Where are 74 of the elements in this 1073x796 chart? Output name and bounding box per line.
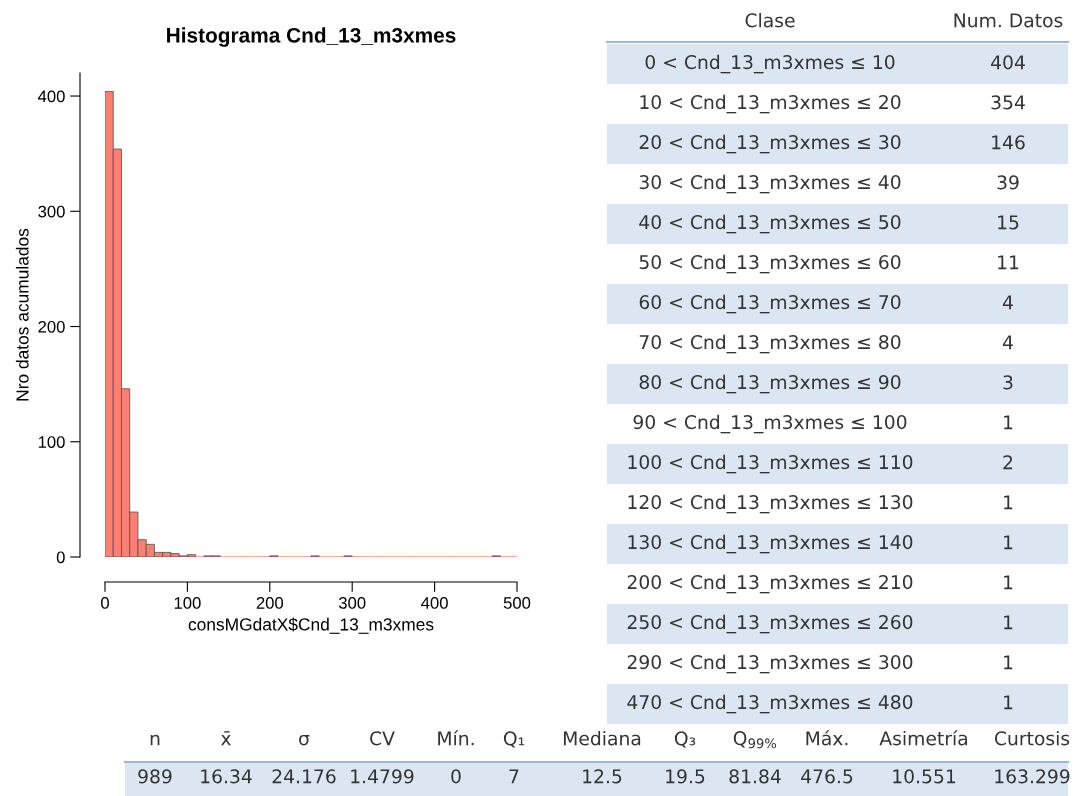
text: 404 <box>991 55 1025 70</box>
text: σ <box>299 734 310 746</box>
text: 476.5 <box>801 769 853 784</box>
chart-title: Histograma Cnd_13_m3xmes <box>167 27 456 47</box>
text: 20 < Cnd_13_m3xmes ≤ 30 <box>639 134 901 154</box>
text: 1 <box>1004 535 1013 550</box>
text: 50 < Cnd_13_m3xmes ≤ 60 <box>639 254 901 274</box>
text: 30 < Cnd_13_m3xmes ≤ 40 <box>639 174 901 194</box>
text: 1 <box>1004 695 1013 710</box>
text: 163.299 <box>995 769 1070 784</box>
text: Curtosis <box>994 730 1070 746</box>
text: Q$_{99%}$ <box>733 731 777 749</box>
text: 354 <box>991 95 1025 110</box>
text: 39 <box>997 175 1019 190</box>
text: 15 <box>998 215 1019 230</box>
text: 1 <box>1004 615 1013 630</box>
x-tick-label: 400 <box>421 597 448 609</box>
text: Clase <box>745 12 795 28</box>
y-tick-label: 200 <box>38 320 65 333</box>
y-tick-label: 300 <box>38 205 65 218</box>
text: 290 < Cnd_13_m3xmes ≤ 300 <box>627 654 913 674</box>
text: 24.176 <box>272 769 336 784</box>
y-axis-title: Nro datos acumulados <box>15 228 29 401</box>
text: 7 <box>509 769 519 784</box>
text: 60 < Cnd_13_m3xmes ≤ 70 <box>639 294 901 314</box>
text: 19.5 <box>666 769 705 784</box>
text: 200 < Cnd_13_m3xmes ≤ 210 <box>627 574 913 594</box>
text: CV <box>370 731 395 746</box>
text: 12.5 <box>583 769 622 784</box>
text: n <box>150 734 160 746</box>
text: 0 <box>451 769 461 784</box>
text: 2 <box>1003 455 1013 470</box>
text: 470 < Cnd_13_m3xmes ≤ 480 <box>627 694 913 714</box>
text: Mediana <box>563 730 641 746</box>
text: 1 <box>1004 415 1013 430</box>
text: Num. Datos <box>954 13 1063 28</box>
text: 1 <box>1004 495 1013 510</box>
x-tick-label: 200 <box>256 597 284 609</box>
text: 16.34 <box>201 769 252 784</box>
text: 1 <box>1004 575 1013 590</box>
text: 40 < Cnd_13_m3xmes ≤ 50 <box>639 214 901 234</box>
y-tick-label: 400 <box>37 90 65 103</box>
y-tick-label: 100 <box>38 436 65 448</box>
text: x̄ <box>220 731 231 746</box>
text: 70 < Cnd_13_m3xmes ≤ 80 <box>639 334 901 354</box>
text: Mín. <box>438 730 474 746</box>
text: 10.551 <box>893 769 956 784</box>
x-tick-label: 500 <box>503 597 531 609</box>
text: 1.4799 <box>351 769 414 784</box>
text: 146 <box>992 135 1025 150</box>
text: 120 < Cnd_13_m3xmes ≤ 130 <box>628 494 913 514</box>
text: 4 <box>1002 295 1013 310</box>
text: Asimetría <box>879 730 967 746</box>
x-tick-label: 100 <box>174 597 201 609</box>
x-tick-label: 300 <box>338 597 366 609</box>
text: Q₃ <box>674 731 696 748</box>
x-axis-title: consMGdatX$Cnd_13_m3xmes <box>188 617 434 634</box>
y-tick-label: 0 <box>56 551 65 564</box>
text: 250 < Cnd_13_m3xmes ≤ 260 <box>627 614 913 634</box>
x-tick-label: 0 <box>101 597 109 609</box>
text: 11 <box>998 255 1019 270</box>
text: 1 <box>1004 655 1013 670</box>
text: 10 < Cnd_13_m3xmes ≤ 20 <box>640 94 901 114</box>
text: 3 <box>1003 375 1013 390</box>
text: Máx. <box>806 730 848 746</box>
text: 4 <box>1002 335 1013 350</box>
text: 100 < Cnd_13_m3xmes ≤ 110 <box>628 454 913 474</box>
text: 989 <box>138 769 172 784</box>
text: 90 < Cnd_13_m3xmes ≤ 100 <box>633 414 907 434</box>
text: 80 < Cnd_13_m3xmes ≤ 90 <box>639 374 901 394</box>
text: 130 < Cnd_13_m3xmes ≤ 140 <box>628 534 913 554</box>
text: 0 < Cnd_13_m3xmes ≤ 10 <box>645 54 895 74</box>
text: 81.84 <box>729 769 781 784</box>
text: Q₁ <box>503 731 525 748</box>
